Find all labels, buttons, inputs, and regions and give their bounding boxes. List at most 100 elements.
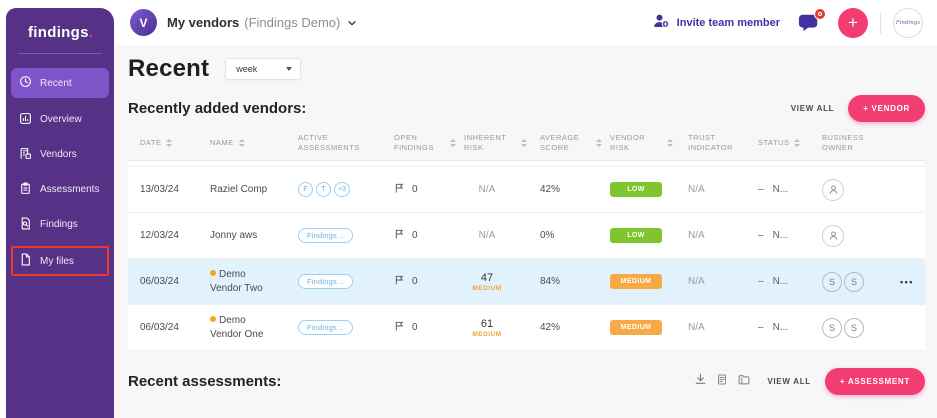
- column-header-date[interactable]: DATE: [128, 138, 198, 148]
- page-title: Recent: [128, 55, 210, 82]
- row-menu-button[interactable]: •••: [900, 276, 914, 287]
- column-header-inherent-risk[interactable]: INHERENT RISK: [456, 133, 532, 153]
- cell-open-findings: 0: [386, 320, 456, 335]
- cell-date: 06/03/24: [140, 276, 179, 287]
- cell-inherent-risk: N/A: [478, 184, 496, 195]
- cell-active-assessments: Findings ..: [290, 274, 386, 289]
- add-vendor-button[interactable]: + VENDOR: [848, 95, 925, 122]
- workspace-title[interactable]: My vendors: [167, 15, 240, 30]
- cell-inherent-risk: 61 MEDIUM: [472, 317, 502, 338]
- partial-row: [128, 161, 925, 167]
- cell-open-findings: 0: [386, 182, 456, 197]
- chevron-down-icon[interactable]: [347, 18, 357, 28]
- owner-avatar: S: [822, 317, 842, 338]
- sort-icon: [794, 139, 801, 147]
- column-header-status[interactable]: STATUS: [750, 138, 814, 148]
- add-button[interactable]: +: [838, 7, 868, 38]
- assessment-chip-more[interactable]: +3: [334, 182, 350, 197]
- vendors-section-header: Recently added vendors: VIEW ALL + VENDO…: [128, 95, 925, 122]
- workspace-subtitle: (Findings Demo): [244, 15, 341, 30]
- vendors-view-all-link[interactable]: VIEW ALL: [790, 104, 835, 113]
- assessment-chip[interactable]: T: [316, 182, 331, 197]
- table-row[interactable]: 06/03/24 Demo Vendor One Findings .. 0 6…: [128, 305, 925, 351]
- assessments-toolbar: [694, 372, 751, 391]
- cell-business-owner: [814, 178, 892, 201]
- sort-icon: [238, 139, 245, 147]
- add-assessment-button[interactable]: + ASSESSMENT: [824, 368, 925, 395]
- download-icon[interactable]: [694, 372, 707, 391]
- sidebar-item-label: Findings: [40, 219, 78, 230]
- sidebar-item-label: Assessments: [40, 184, 100, 195]
- spreadsheet-icon[interactable]: [716, 373, 728, 391]
- column-header-vendor-risk[interactable]: VENDOR RISK: [602, 133, 680, 153]
- document-search-icon: [19, 217, 32, 233]
- main-area: Recent week Recently added vendors: VIEW…: [114, 45, 937, 418]
- sidebar-item-findings[interactable]: Findings: [11, 211, 109, 238]
- flag-icon: [394, 320, 405, 335]
- risk-badge-low: LOW: [610, 228, 662, 243]
- column-header-open-findings[interactable]: OPEN FINDINGS: [386, 133, 456, 153]
- sidebar-item-overview[interactable]: Overview: [11, 106, 109, 133]
- owner-avatar: S: [822, 271, 842, 292]
- flag-icon: [394, 228, 405, 243]
- risk-badge-medium: MEDIUM: [610, 274, 662, 289]
- vendors-table-header: DATE NAME ACTIVE ASSESSMENTS OPEN FINDIN…: [128, 126, 925, 160]
- notification-badge: [814, 7, 826, 20]
- cell-name: Raziel Comp: [210, 183, 268, 195]
- notifications-chat-icon[interactable]: [798, 7, 826, 34]
- owner-avatar: S: [844, 317, 864, 338]
- topbar-divider: [880, 11, 881, 34]
- cell-status: – N...: [758, 184, 789, 195]
- cell-trust-indicator: N/A: [688, 230, 705, 241]
- column-header-trust-indicator[interactable]: TRUST INDICATOR: [688, 133, 734, 152]
- folder-icon[interactable]: [737, 373, 751, 391]
- column-header-name[interactable]: NAME: [198, 138, 290, 148]
- sidebar-item-vendors[interactable]: Vendors: [11, 141, 109, 168]
- column-header-average-score[interactable]: AVERAGE SCORE: [532, 133, 602, 153]
- assessments-view-all-link[interactable]: VIEW ALL: [767, 377, 811, 386]
- column-header-business-owner[interactable]: BUSINESS OWNER: [822, 133, 864, 152]
- brand-logo: findings.: [6, 8, 114, 53]
- sort-icon: [521, 139, 527, 147]
- cell-trust-indicator: N/A: [688, 322, 705, 333]
- assessment-chip[interactable]: Findings ..: [298, 320, 353, 335]
- cell-date: 12/03/24: [140, 230, 179, 241]
- sort-icon: [166, 139, 173, 147]
- cell-trust-indicator: N/A: [688, 276, 705, 287]
- cell-vendor-risk: MEDIUM: [602, 320, 680, 335]
- period-select[interactable]: week: [225, 58, 302, 80]
- workspace-avatar[interactable]: V: [130, 9, 157, 36]
- profile-avatar-button[interactable]: Findings: [893, 7, 923, 38]
- cell-business-owner: S S: [814, 317, 892, 338]
- cell-status: – N...: [758, 322, 789, 333]
- clock-icon: [19, 75, 32, 91]
- cell-date: 13/03/24: [140, 184, 179, 195]
- cell-name: Demo Vendor Two: [210, 269, 263, 294]
- assessment-chip[interactable]: F: [298, 182, 313, 197]
- brand-logo-text: findings: [28, 24, 89, 41]
- sort-icon: [667, 139, 673, 147]
- sidebar-item-recent[interactable]: Recent: [11, 68, 109, 98]
- owner-avatar: S: [844, 271, 864, 292]
- cell-active-assessments: Findings ..: [290, 228, 386, 243]
- sidebar-item-assessments[interactable]: Assessments: [11, 176, 109, 203]
- assessment-chip[interactable]: Findings ..: [298, 274, 353, 289]
- risk-badge-medium: MEDIUM: [610, 320, 662, 335]
- assessment-chip[interactable]: Findings ..: [298, 228, 353, 243]
- cell-trust-indicator: N/A: [688, 184, 705, 195]
- table-row[interactable]: 12/03/24 Jonny aws Findings .. 0 N/A 0% …: [128, 213, 925, 259]
- cell-status: – N...: [758, 276, 789, 287]
- column-header-active-assessments[interactable]: ACTIVE ASSESSMENTS: [298, 133, 360, 152]
- table-row[interactable]: 13/03/24 Raziel Comp F T +3 0 N/A: [128, 167, 925, 213]
- cell-vendor-risk: LOW: [602, 228, 680, 243]
- profile-label: Findings: [895, 19, 921, 26]
- cell-active-assessments: Findings ..: [290, 320, 386, 335]
- table-row-selected[interactable]: 06/03/24 Demo Vendor Two Findings .. 0 4…: [128, 259, 925, 305]
- invite-team-member-button[interactable]: Invite team member: [652, 12, 780, 33]
- cell-average-score: 42%: [540, 322, 561, 333]
- sidebar-item-my-files[interactable]: My files: [11, 246, 109, 276]
- flag-icon: [394, 274, 405, 289]
- cell-vendor-risk: MEDIUM: [602, 274, 680, 289]
- cell-inherent-risk: N/A: [478, 230, 496, 241]
